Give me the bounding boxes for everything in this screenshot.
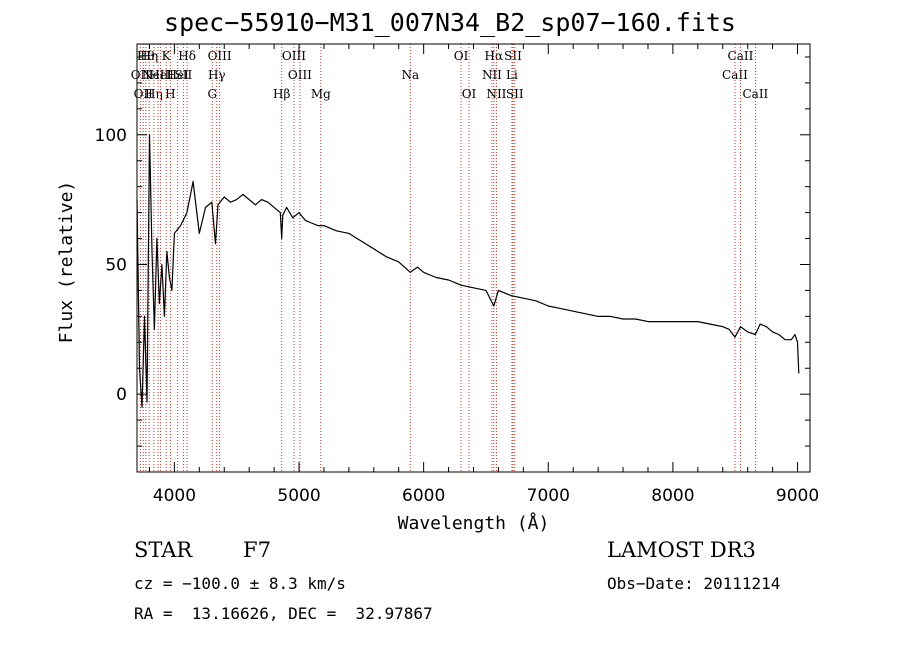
line-label: OI	[462, 87, 477, 101]
x-axis-label: Wavelength (Å)	[398, 512, 550, 534]
line-label: K	[162, 49, 172, 63]
x-tick-label: 8000	[651, 486, 694, 506]
line-label: H	[165, 87, 175, 101]
y-axis-label: Flux (relative)	[56, 181, 77, 344]
spectrum-line	[136, 134, 800, 408]
line-label: SII	[506, 87, 524, 101]
line-label: CaII	[742, 87, 768, 101]
line-label: OIII	[208, 49, 232, 63]
line-label: CaII	[728, 49, 754, 63]
line-label: CaII	[722, 68, 748, 82]
line-label: Li	[506, 68, 518, 82]
line-label: Hα	[485, 49, 504, 63]
line-label: SII	[504, 49, 522, 63]
line-label: NII	[482, 68, 502, 82]
line-label: Hγ	[208, 68, 226, 82]
chart-title: spec−55910−M31_007N34_B2_sp07−160.fits	[164, 8, 736, 37]
redshift-text: cz = −100.0 ± 8.3 km/s	[134, 574, 346, 593]
coordinates-text: RA = 13.16626, DEC = 32.97867	[134, 604, 433, 623]
line-label: Na	[401, 68, 419, 82]
y-tick-label: 50	[105, 255, 127, 275]
obs-date-text: Obs−Date: 20111214	[607, 574, 781, 593]
line-label: OII	[134, 87, 154, 101]
line-label: Hδ	[178, 49, 196, 63]
object-class: STAR	[134, 538, 193, 562]
x-tick-label: 6000	[402, 486, 445, 506]
survey-label: LAMOST DR3	[607, 538, 756, 562]
x-tick-label: 4000	[153, 486, 196, 506]
object-subclass: F7	[243, 538, 271, 562]
line-label: OI	[454, 49, 469, 63]
line-label: NII	[486, 87, 506, 101]
line-label: Mg	[311, 87, 331, 101]
x-tick-label: 9000	[776, 486, 819, 506]
line-label: OIII	[282, 49, 306, 63]
y-tick-label: 0	[116, 385, 127, 405]
line-label: Hθ	[137, 49, 155, 63]
line-label: SII	[175, 68, 193, 82]
line-label: Hη	[140, 49, 158, 63]
x-tick-label: 5000	[277, 486, 320, 506]
line-label: Hβ	[273, 87, 290, 101]
plot-frame	[136, 43, 811, 473]
line-label: OIII	[288, 68, 312, 82]
line-label: G	[207, 87, 217, 101]
x-tick-label: 7000	[527, 486, 570, 506]
line-label: Hη	[145, 87, 163, 101]
y-tick-label: 100	[95, 126, 127, 146]
